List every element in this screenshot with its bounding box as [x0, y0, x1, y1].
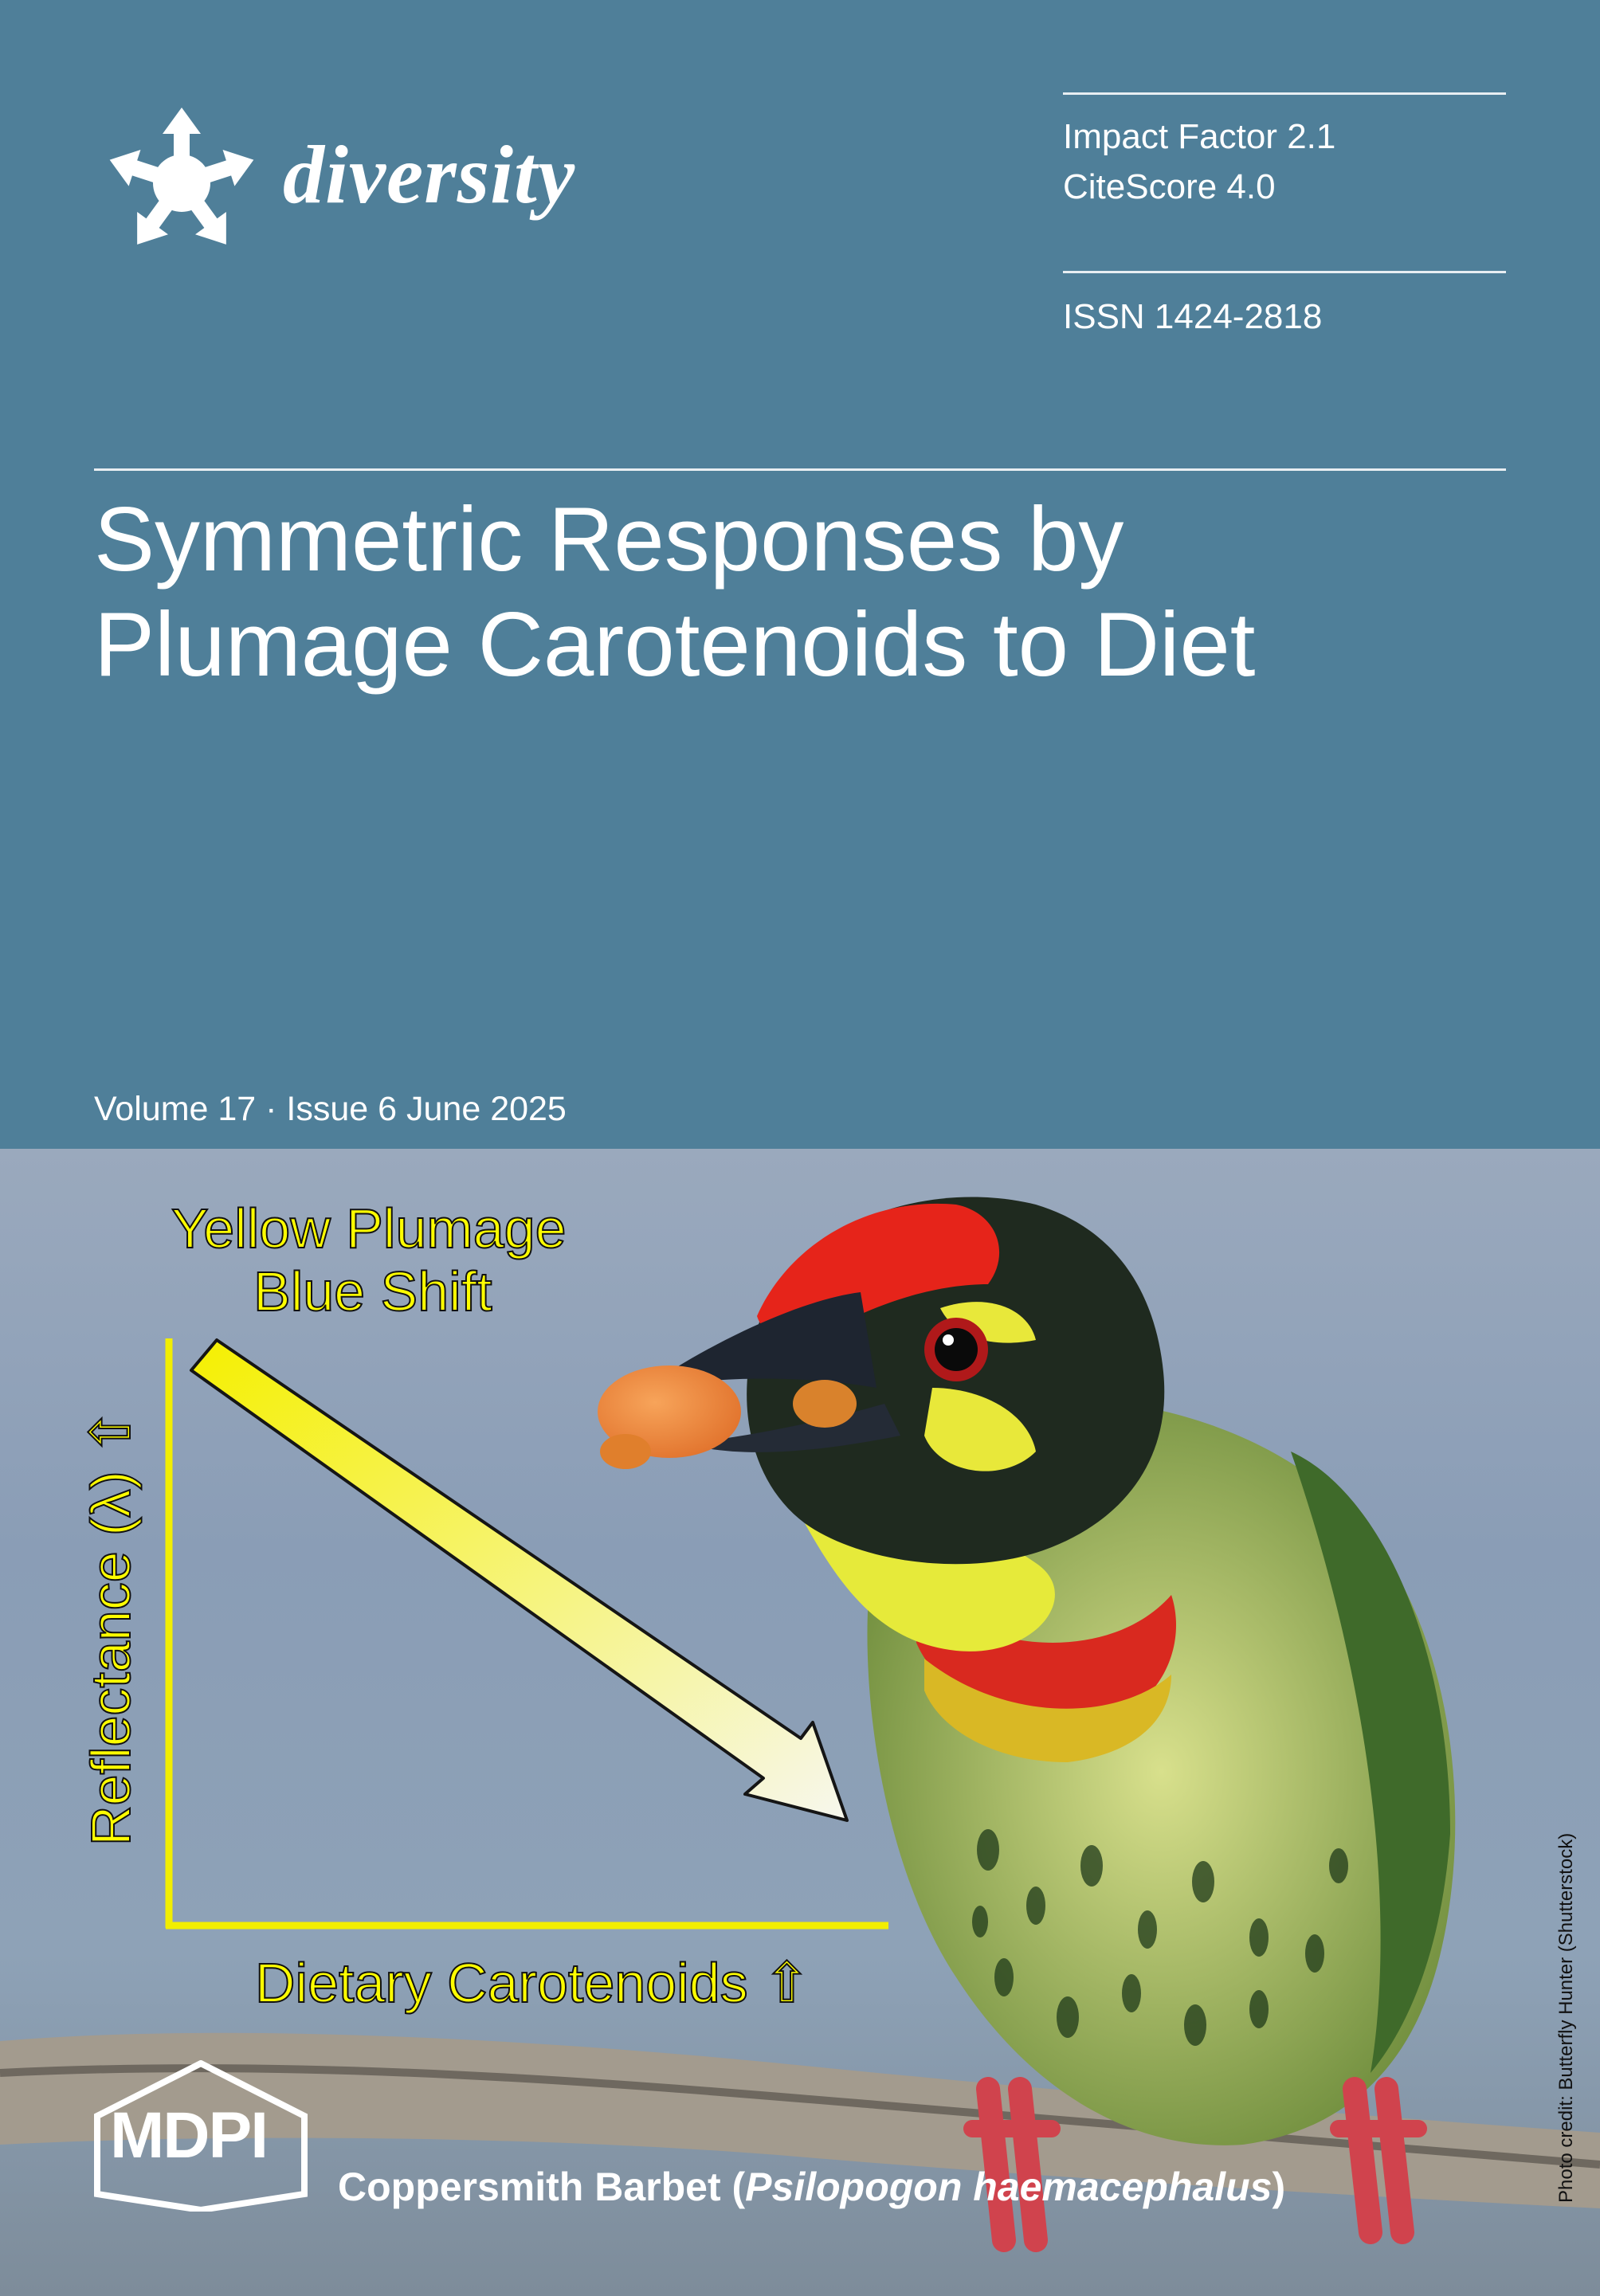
- article-title: Symmetric Responses by Plumage Carotenoi…: [94, 488, 1512, 698]
- issn: ISSN 1424-2818: [1063, 297, 1323, 336]
- citescore: CiteScore 4.0: [1063, 167, 1276, 206]
- x-axis-label: Dietary Carotenoids ⇧: [254, 1952, 811, 2014]
- volume-issue: Volume 17 · Issue 6 June 2025: [94, 1090, 567, 1128]
- photo-credit: Photo credit: Butterfly Hunter (Shutters…: [1555, 1832, 1577, 2203]
- journal-name: diversity: [283, 129, 576, 221]
- article-title-line-2: Plumage Carotenoids to Diet: [94, 594, 1256, 695]
- bird-illustration: [0, 1197, 1600, 2252]
- photo-caption: Coppersmith Barbet (Psilopogon haemaceph…: [338, 2164, 1285, 2210]
- branch: [0, 2032, 1600, 2208]
- figure-heading-line-1: Yellow Plumage: [171, 1197, 567, 1260]
- figure-axes: [165, 1338, 888, 1930]
- publisher-name: MDPI: [110, 2099, 269, 2172]
- impact-factor: Impact Factor 2.1: [1063, 117, 1336, 156]
- caption-close: ): [1272, 2165, 1286, 2209]
- article-title-line-1: Symmetric Responses by: [94, 489, 1124, 590]
- cover-header: diversity Impact Factor 2.1 CiteScore 4.…: [94, 92, 1512, 1128]
- bird: [598, 1197, 1456, 2252]
- cover-photo: Yellow Plumage Blue Shift Reflectance (λ…: [0, 1149, 1600, 2296]
- caption-scientific-name: Psilopogon haemacephalus: [745, 2165, 1273, 2209]
- caption-common-name: Coppersmith Barbet (: [338, 2165, 746, 2209]
- blue-shift-arrow: [190, 1338, 849, 1822]
- y-axis-label: Reflectance (λ) ⇧: [79, 1408, 143, 1847]
- figure-heading-line-2: Blue Shift: [253, 1260, 493, 1322]
- header-rule-top: [1063, 92, 1506, 95]
- journal-logo-icon: [102, 104, 261, 255]
- title-rule: [94, 468, 1506, 471]
- header-rule-middle: [1063, 271, 1506, 273]
- mdpi-logo-icon: [89, 2059, 312, 2214]
- fruit: [598, 1365, 741, 1458]
